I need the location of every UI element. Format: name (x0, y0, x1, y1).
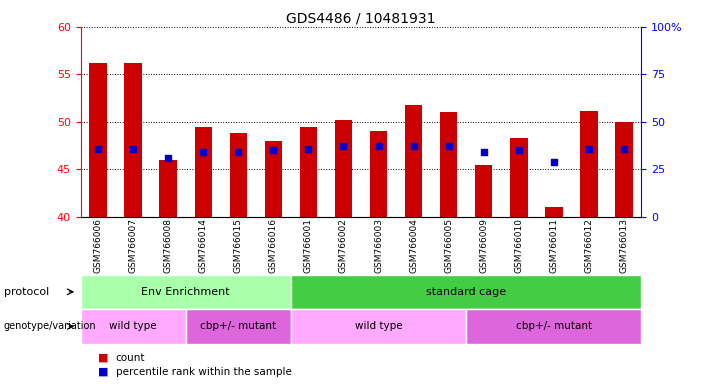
Bar (300, 127, 317, 217)
Bar (545, 207, 562, 217)
Text: standard cage: standard cage (426, 287, 506, 297)
Text: wild type: wild type (109, 321, 157, 331)
Bar (580, 111, 598, 217)
Bar (230, 133, 247, 217)
Text: ■: ■ (98, 367, 109, 377)
Point (303, 146, 314, 152)
Title: GDS4486 / 10481931: GDS4486 / 10481931 (286, 12, 436, 26)
Text: protocol: protocol (4, 287, 49, 297)
Point (443, 142, 454, 149)
Text: ■: ■ (98, 353, 109, 363)
Text: genotype/variation: genotype/variation (4, 321, 96, 331)
Bar (335, 120, 353, 217)
Point (128, 146, 139, 152)
Text: cbp+/- mutant: cbp+/- mutant (516, 321, 592, 331)
Bar (125, 63, 142, 217)
Bar (370, 131, 387, 217)
Bar (160, 160, 177, 217)
Bar (405, 105, 423, 217)
Point (373, 142, 384, 149)
Point (583, 146, 594, 152)
Bar (440, 113, 458, 217)
Bar (475, 165, 492, 217)
Point (618, 146, 629, 152)
Bar (615, 122, 633, 217)
Point (408, 142, 419, 149)
Point (338, 142, 349, 149)
Point (268, 147, 279, 154)
Point (513, 147, 524, 154)
Text: count: count (116, 353, 145, 363)
Text: Env Enrichment: Env Enrichment (142, 287, 230, 297)
Point (548, 159, 559, 165)
Text: cbp+/- mutant: cbp+/- mutant (200, 321, 276, 331)
Bar (265, 141, 283, 217)
Point (163, 155, 174, 161)
Bar (90, 63, 107, 217)
Point (93, 146, 104, 152)
Bar (195, 127, 212, 217)
Point (233, 149, 244, 156)
Bar (510, 138, 528, 217)
Text: wild type: wild type (355, 321, 402, 331)
Text: percentile rank within the sample: percentile rank within the sample (116, 367, 292, 377)
Point (478, 149, 489, 156)
Point (198, 149, 209, 156)
